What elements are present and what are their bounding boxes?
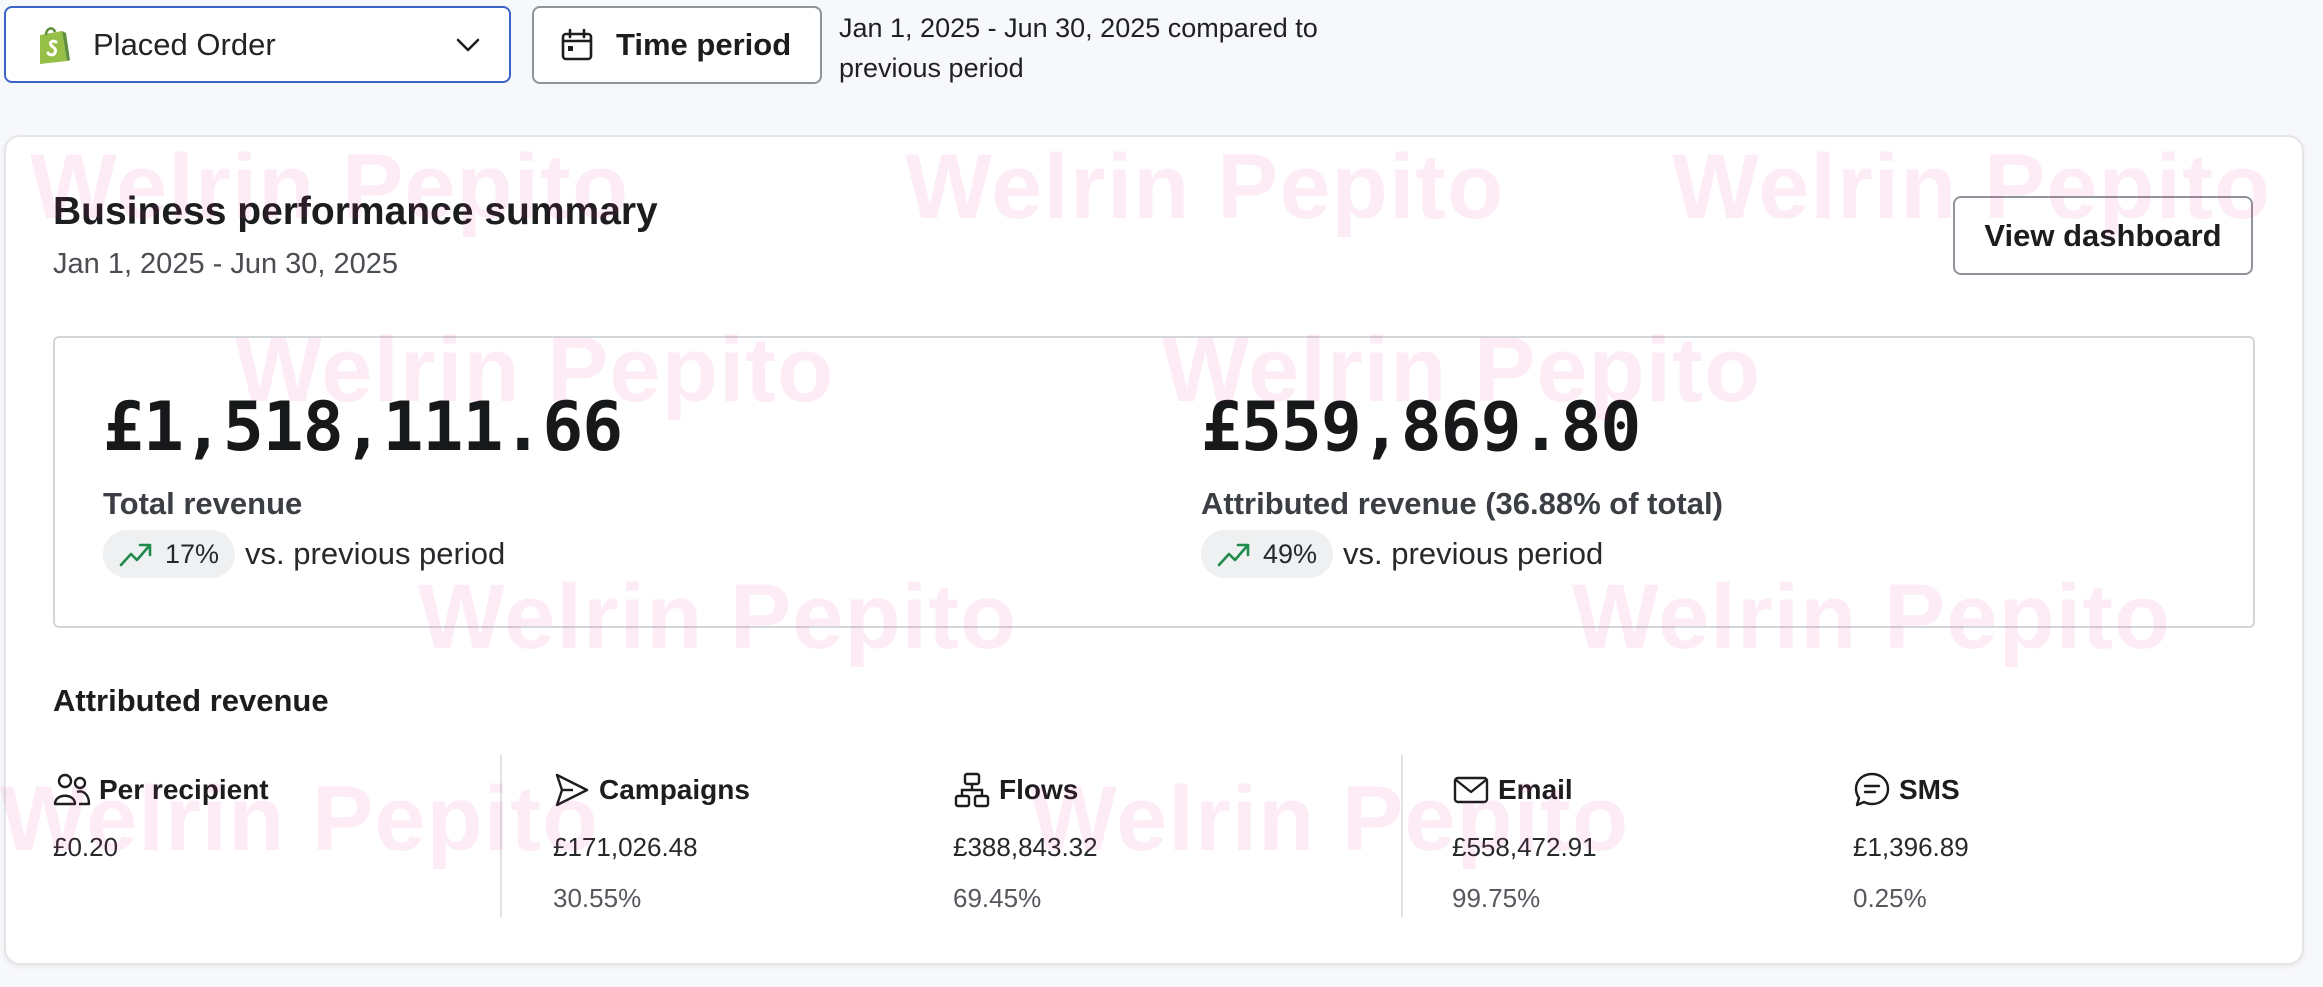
time-period-label: Time period [616,27,792,62]
total-revenue-label: Total revenue [103,486,303,521]
time-period-button[interactable]: Time period [532,6,822,84]
trend-badge: 17% [103,530,236,578]
stat-campaigns: Campaigns £171,026.48 30.55% [553,770,750,914]
total-revenue-trend: 17% vs. previous period [103,530,505,578]
stat-percent: 69.45% [953,883,1042,913]
view-dashboard-button[interactable]: View dashboard [1953,196,2253,275]
stat-email: Email £558,472.91 99.75% [1452,770,1597,914]
trend-up-icon [119,543,152,567]
trend-caption: vs. previous period [1343,536,1604,571]
chevron-down-icon [456,38,480,52]
metric-select[interactable]: Placed Order [4,6,511,83]
trend-up-icon [1217,543,1250,567]
attributed-revenue-label: Attributed revenue (36.88% of total) [1201,486,1723,521]
trend-percent: 49% [1263,538,1318,569]
trend-percent: 17% [165,538,220,569]
stat-value: £171,026.48 [553,832,698,862]
stat-value: £388,843.32 [953,832,1098,862]
attributed-revenue-trend: 49% vs. previous period [1201,530,1603,578]
stat-flows: Flows £388,843.32 69.45% [953,770,1098,914]
comparison-period-text: Jan 1, 2025 - Jun 30, 2025 compared to p… [839,13,1318,83]
message-icon [1854,772,1890,807]
stat-value: £0.20 [53,832,119,862]
page-title: Business performance summary [53,190,658,233]
stat-percent: 99.75% [1452,883,1541,913]
stat-label: Campaigns [599,774,750,805]
trend-caption: vs. previous period [245,536,506,571]
stat-label: Email [1498,774,1573,805]
stat-label: Flows [999,774,1079,805]
send-icon [555,773,589,807]
kpi-box [53,336,2255,628]
stat-label: Per recipient [99,774,269,805]
shopify-logo-icon [40,26,70,64]
mail-icon [1453,776,1489,804]
stat-value: £1,396.89 [1853,832,1969,862]
calendar-icon [561,28,593,61]
flow-icon [954,772,990,808]
attributed-revenue-value: £559,869.80 [1201,388,1641,467]
metric-select-label: Placed Order [93,26,276,62]
stat-per-recipient: Per recipient £0.20 [53,770,269,863]
summary-date-range: Jan 1, 2025 - Jun 30, 2025 [53,248,399,280]
stat-label: SMS [1899,774,1960,805]
stat-value: £558,472.91 [1452,832,1597,862]
stat-percent: 30.55% [553,883,642,913]
divider [500,755,502,917]
trend-badge: 49% [1201,530,1334,578]
stat-sms: SMS £1,396.89 0.25% [1853,770,1969,914]
divider [1401,755,1403,917]
attributed-revenue-title: Attributed revenue [53,683,329,718]
total-revenue-value: £1,518,111.66 [103,388,623,467]
stat-percent: 0.25% [1853,883,1927,913]
people-icon [53,773,91,806]
